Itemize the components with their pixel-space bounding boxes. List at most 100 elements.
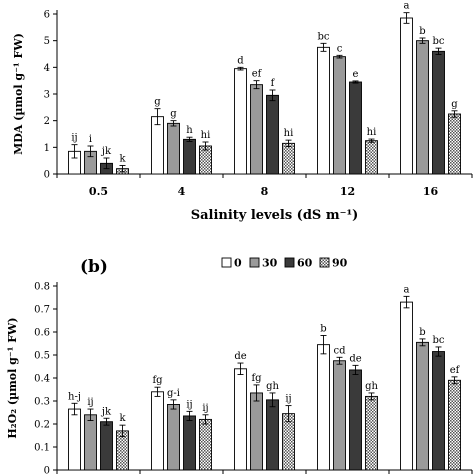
bar [250, 84, 263, 175]
y-tick-label: 0.2 [34, 420, 50, 431]
significance-letter: ij [202, 403, 208, 414]
legend-label: 90 [332, 257, 348, 270]
significance-letter: h [186, 125, 193, 136]
bar [282, 142, 295, 175]
significance-letter: k [119, 153, 126, 164]
y-axis-label: MDA (µmol g⁻¹ FW) [12, 33, 25, 155]
significance-letter: d [237, 55, 244, 66]
x-axis-label: Salinity levels (dS m⁻¹) [191, 208, 359, 223]
significance-letter: bc [432, 335, 444, 346]
y-tick-label: 6 [44, 10, 50, 21]
bar [448, 113, 461, 175]
significance-letter: i [89, 134, 92, 145]
y-tick-label: 0 [44, 466, 50, 474]
significance-letter: k [119, 413, 126, 424]
bar [234, 368, 247, 471]
bar [84, 414, 97, 471]
bar [432, 50, 445, 175]
legend-swatch [319, 257, 330, 268]
bar [365, 395, 378, 471]
significance-letter: fg [251, 373, 262, 384]
significance-letter: h-j [68, 391, 81, 402]
bar [400, 301, 413, 471]
y-tick-label: 0.8 [34, 282, 50, 293]
y-tick-label: 0.4 [34, 374, 50, 385]
bar [416, 40, 429, 175]
panel-label-b: (b) [80, 257, 108, 277]
h2o2-chart: 00.10.20.30.40.50.60.70.8h-jfgdebaijg-if… [6, 282, 473, 474]
x-tick-label: 16 [423, 185, 439, 198]
significance-letter: g [451, 99, 458, 110]
bar [266, 399, 279, 471]
x-tick-label: 12 [340, 185, 355, 198]
legend-label: 30 [262, 257, 278, 270]
y-tick-label: 0.6 [34, 328, 50, 339]
bar [167, 404, 180, 471]
legend-swatch [249, 257, 260, 268]
significance-letter: cd [333, 345, 346, 356]
significance-letter: gh [266, 381, 279, 392]
significance-letter: gh [365, 381, 378, 392]
x-tick-label: 8 [261, 185, 269, 198]
bar [234, 68, 247, 175]
y-axis-label: H₂O₂ (µmol g⁻¹ FW) [6, 317, 19, 438]
bar [317, 46, 330, 175]
y-tick-label: 2 [44, 116, 50, 127]
bar [416, 341, 429, 471]
bar [317, 344, 330, 471]
bar [349, 369, 362, 471]
y-tick-label: 3 [44, 90, 50, 101]
bar [333, 56, 346, 175]
bar [167, 122, 180, 175]
significance-letter: ef [252, 69, 263, 80]
bar [432, 351, 445, 471]
x-tick-label: 4 [178, 185, 186, 198]
significance-letter: f [271, 78, 276, 89]
significance-letter: g [154, 97, 161, 108]
bar [100, 421, 113, 471]
significance-letter: hi [284, 128, 294, 139]
bar [365, 140, 378, 175]
y-tick-label: 0.1 [34, 443, 50, 454]
significance-letter: ij [186, 399, 192, 410]
y-tick-label: 0.5 [34, 351, 50, 362]
x-tick-label: 0.5 [89, 185, 108, 198]
significance-letter: bc [317, 31, 329, 42]
significance-letter: jk [101, 406, 112, 417]
significance-letter: b [320, 323, 326, 334]
bar [448, 379, 461, 471]
bar [333, 360, 346, 471]
significance-letter: e [353, 69, 359, 80]
significance-letter: a [404, 284, 410, 295]
significance-letter: g-i [167, 388, 180, 399]
significance-letter: fg [152, 375, 163, 386]
bar [400, 17, 413, 175]
bar [151, 391, 164, 471]
significance-letter: hi [367, 127, 377, 138]
significance-letter: a [404, 1, 410, 12]
legend-label: 0 [234, 257, 242, 270]
significance-letter: ij [71, 133, 77, 144]
y-tick-label: 5 [44, 36, 50, 47]
bar [199, 418, 212, 471]
bar [250, 392, 263, 471]
significance-letter: de [349, 353, 361, 364]
legend-swatch [221, 257, 232, 268]
significance-letter: g [170, 109, 177, 120]
legend: 0 30 60 90 [221, 257, 348, 270]
y-tick-label: 4 [44, 63, 50, 74]
bar [151, 116, 164, 175]
bar [266, 94, 279, 175]
significance-letter: ij [285, 394, 291, 405]
significance-letter: c [337, 43, 343, 54]
significance-letter: jk [101, 146, 112, 157]
y-tick-label: 0 [44, 170, 50, 181]
significance-letter: b [419, 26, 425, 37]
significance-letter: b [419, 327, 425, 338]
bar [183, 415, 196, 471]
y-tick-label: 1 [44, 143, 50, 154]
significance-letter: hi [201, 130, 211, 141]
bar [68, 408, 81, 471]
